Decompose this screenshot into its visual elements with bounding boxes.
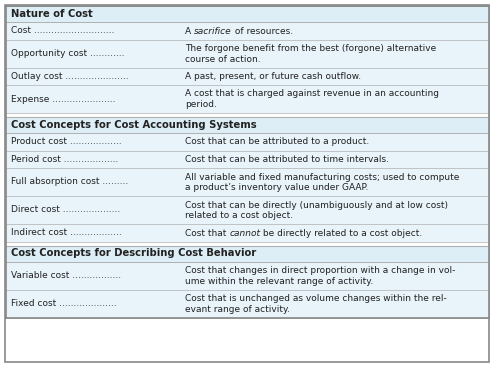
Text: All variable and fixed manufacturing costs; used to compute: All variable and fixed manufacturing cos…	[185, 172, 459, 182]
Text: Cost Concepts for Describing Cost Behavior: Cost Concepts for Describing Cost Behavi…	[11, 248, 256, 258]
Text: course of action.: course of action.	[185, 55, 261, 63]
Text: Indirect cost ..................: Indirect cost ..................	[11, 228, 122, 237]
Text: Cost that can be directly (unambiguously and at low cost): Cost that can be directly (unambiguously…	[185, 200, 448, 210]
Text: Cost ............................: Cost ............................	[11, 26, 114, 35]
Bar	[6, 22, 489, 40]
Bar	[6, 40, 489, 68]
Text: period.: period.	[185, 100, 217, 109]
Bar	[6, 290, 489, 317]
Bar	[6, 196, 489, 224]
Text: sacrifice: sacrifice	[194, 26, 232, 36]
Text: Cost that can be attributed to time intervals.: Cost that can be attributed to time inte…	[185, 155, 389, 164]
Text: related to a cost object.: related to a cost object.	[185, 211, 293, 220]
Text: Cost Concepts for Cost Accounting Systems: Cost Concepts for Cost Accounting System…	[11, 120, 256, 130]
Text: Cost that: Cost that	[185, 229, 229, 237]
Text: A past, present, or future cash outflow.: A past, present, or future cash outflow.	[185, 72, 361, 81]
Text: Product cost ..................: Product cost ..................	[11, 137, 122, 146]
Text: Cost that is unchanged as volume changes within the rel-: Cost that is unchanged as volume changes…	[185, 294, 447, 303]
Bar	[6, 262, 489, 290]
Bar	[6, 113, 489, 117]
Text: A: A	[185, 26, 194, 36]
Bar	[6, 133, 489, 150]
Text: Cost that can be attributed to a product.: Cost that can be attributed to a product…	[185, 138, 369, 146]
Text: Cost that changes in direct proportion with a change in vol-: Cost that changes in direct proportion w…	[185, 266, 455, 275]
Text: Outlay cost ......................: Outlay cost ......................	[11, 72, 129, 81]
Text: Full absorption cost .........: Full absorption cost .........	[11, 178, 128, 186]
Bar	[6, 150, 489, 168]
Bar	[6, 224, 489, 241]
Text: of resources.: of resources.	[232, 26, 293, 36]
FancyBboxPatch shape	[5, 5, 489, 362]
Bar	[6, 117, 489, 133]
Text: Nature of Cost: Nature of Cost	[11, 9, 93, 19]
Text: a product’s inventory value under GAAP.: a product’s inventory value under GAAP.	[185, 183, 368, 192]
Text: The forgone benefit from the best (forgone) alternative: The forgone benefit from the best (forgo…	[185, 44, 436, 53]
Text: ume within the relevant range of activity.: ume within the relevant range of activit…	[185, 276, 373, 286]
Text: Opportunity cost ............: Opportunity cost ............	[11, 49, 125, 58]
Bar	[6, 241, 489, 246]
Bar	[6, 6, 489, 22]
Text: evant range of activity.: evant range of activity.	[185, 305, 290, 313]
Text: be directly related to a cost object.: be directly related to a cost object.	[260, 229, 423, 237]
Bar	[6, 246, 489, 262]
Text: Variable cost .................: Variable cost .................	[11, 271, 121, 280]
Text: Fixed cost ....................: Fixed cost ....................	[11, 299, 117, 308]
Text: cannot: cannot	[229, 229, 260, 237]
Bar	[6, 168, 489, 196]
Bar	[6, 68, 489, 85]
Bar	[6, 85, 489, 113]
Text: Expense ......................: Expense ......................	[11, 94, 115, 103]
Text: Period cost ...................: Period cost ...................	[11, 155, 118, 164]
Text: Direct cost ....................: Direct cost ....................	[11, 206, 120, 214]
Text: A cost that is charged against revenue in an accounting: A cost that is charged against revenue i…	[185, 90, 439, 98]
